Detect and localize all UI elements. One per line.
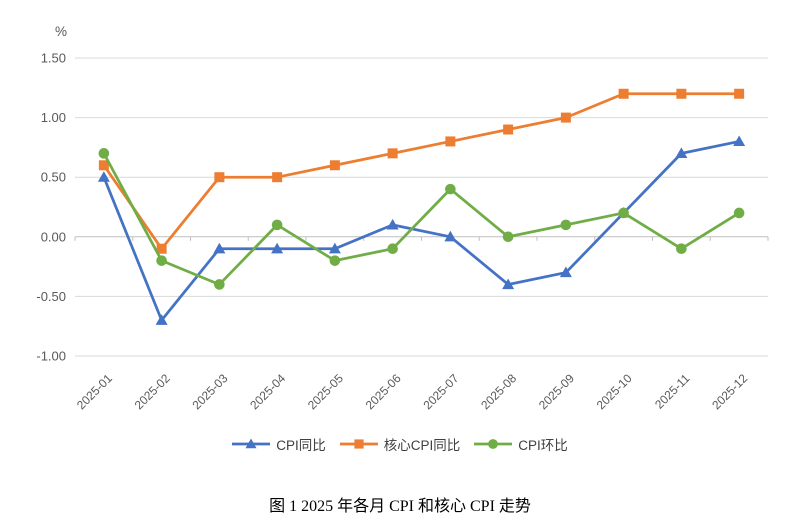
x-tick-label: 2025-09 [536,371,577,412]
triangle-marker [386,218,399,230]
circle-marker [98,148,110,159]
x-tick-label: 2025-12 [709,371,750,412]
legend-swatch-triangle-icon [232,438,271,449]
x-tick-label: 2025-07 [420,371,461,412]
square-marker [734,88,745,99]
triangle-marker [245,438,257,449]
series-core-cpi-yoy [98,88,745,254]
circle-marker [156,255,167,266]
triangle-marker [328,242,341,254]
x-axis-tick-labels: 2025-01 2025-02 2025-03 2025-04 2025-05 2025-… [74,371,751,412]
circle-marker [445,183,456,195]
legend-swatch-square-icon [339,439,378,449]
gridlines [75,57,768,357]
series-line [102,92,741,251]
x-tick-label: 2025-10 [594,371,635,412]
square-marker [214,172,225,183]
chart-legend: CPI同比 核心CPI同比 CPI环比 [0,434,800,454]
circle-marker [560,219,572,231]
square-marker [676,88,687,99]
x-tick-label: 2025-06 [363,371,404,412]
legend-label: 核心CPI同比 [383,438,461,453]
triangle-marker [675,147,688,158]
triangle-marker [733,135,746,147]
circle-marker [214,279,225,290]
circle-marker [618,207,629,219]
figure-caption: 图 1 2025 年各月 CPI 和核心 CPI 走势 [269,498,531,515]
data-series-layer [97,88,746,325]
triangle-marker [213,242,226,254]
x-tick-label: 2025-08 [478,371,519,412]
y-tick-label: -1.00 [36,349,66,364]
legend-label: CPI同比 [276,438,326,453]
triangle-marker [502,278,515,290]
series-cpi-mom [98,148,745,290]
triangle-marker [271,242,284,254]
circle-marker [271,219,283,231]
y-tick-label: 1.00 [41,110,66,125]
circle-marker [329,255,341,266]
triangle-marker [155,314,168,325]
legend-item-cpi-yoy: CPI同比 [232,434,326,454]
y-tick-label: -0.50 [36,289,66,304]
x-tick-label: 2025-04 [247,371,288,412]
x-tick-label: 2025-03 [189,371,230,412]
square-marker [503,124,514,135]
triangle-marker [559,266,572,278]
circle-marker [502,231,514,243]
square-marker [156,243,167,254]
y-tick-label: 0.50 [41,170,66,185]
x-tick-label: 2025-01 [74,371,115,412]
square-marker [98,160,109,171]
triangle-marker [444,230,457,242]
series-line [102,140,741,322]
triangle-marker [97,171,110,182]
square-marker [354,439,364,449]
series-cpi-yoy [97,135,746,325]
y-axis-tick-labels: 1.50 1.00 0.50 0.00 -0.50 -1.00 [36,51,66,364]
square-marker [618,88,629,99]
x-tick-label: 2025-05 [305,371,346,412]
circle-marker [676,243,687,255]
legend-label: CPI环比 [518,438,568,453]
x-tick-label: 2025-02 [132,371,173,412]
y-axis-unit-label: % [55,24,67,39]
legend-swatch-circle-icon [474,439,513,449]
square-marker [272,172,283,183]
circle-marker [733,207,745,219]
square-marker [387,148,398,159]
circle-marker [488,439,499,449]
square-marker [329,160,340,171]
square-marker [560,112,571,123]
series-line [102,151,741,286]
legend-item-cpi-mom: CPI环比 [474,434,568,454]
y-tick-label: 0.00 [41,229,66,244]
circle-marker [387,243,398,255]
x-tick-label: 2025-11 [652,371,693,412]
line-chart: % 1.501.000.500.00-0.50-1.00 2025-01 2025… [36,24,769,412]
y-tick-label: 1.50 [41,51,66,66]
square-marker [445,136,456,147]
legend-item-core-cpi-yoy: 核心CPI同比 [339,434,461,454]
